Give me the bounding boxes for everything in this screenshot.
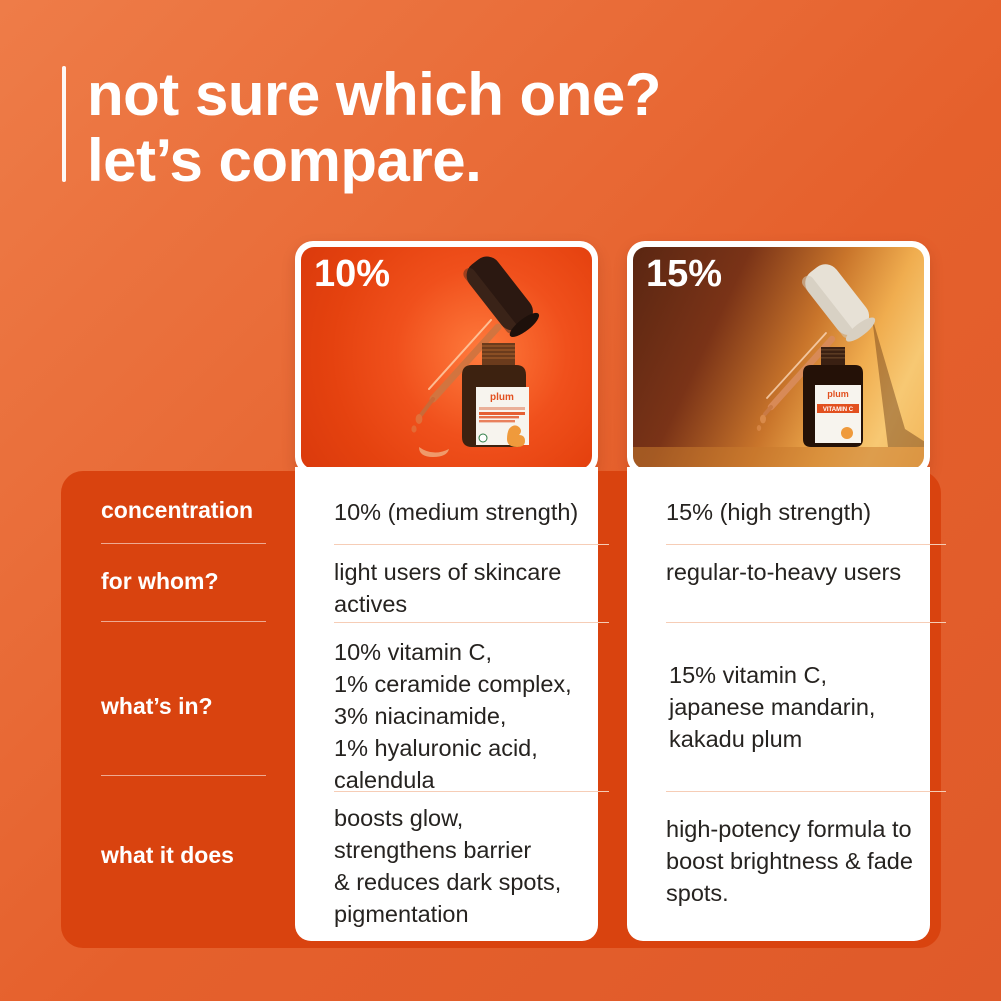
svg-text:plum: plum (490, 392, 514, 403)
svg-text:plum: plum (827, 389, 849, 399)
svg-text:VITAMIN C: VITAMIN C (823, 407, 854, 413)
